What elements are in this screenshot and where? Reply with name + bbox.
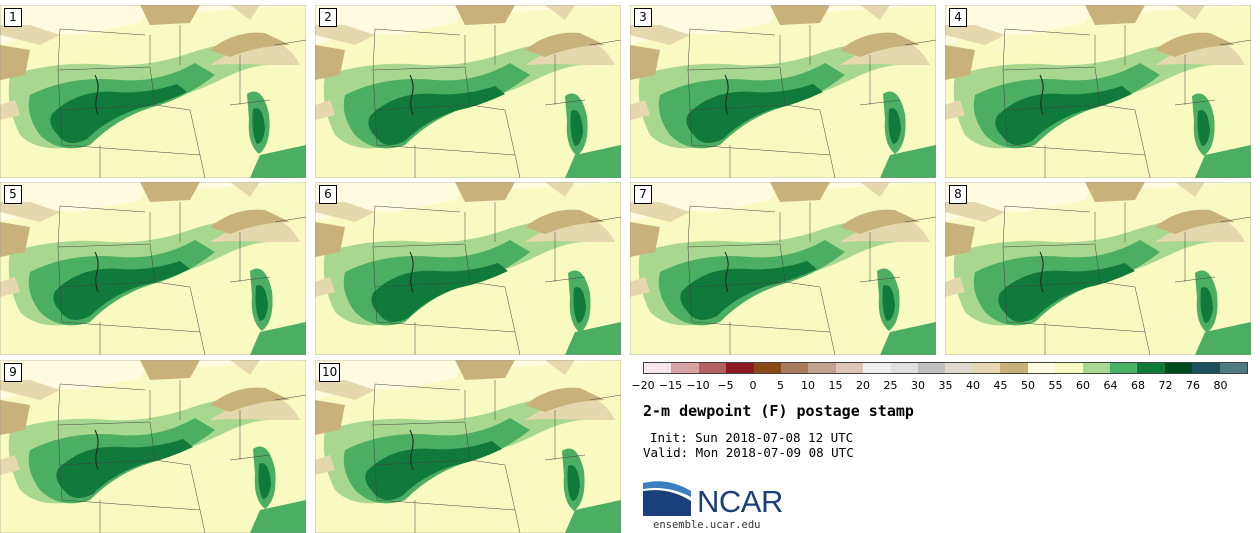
member-label: 1: [4, 8, 22, 27]
colorbar-tick-label: 0: [749, 379, 757, 392]
dewpoint-map: [315, 5, 621, 178]
colorbar-swatch: [972, 363, 1001, 373]
member-label: 3: [634, 8, 652, 27]
colorbar-tick-label: 80: [1213, 379, 1228, 392]
ensemble-member-map-9: 9: [0, 360, 306, 533]
ensemble-member-map-5: 5: [0, 182, 306, 355]
dewpoint-map: [315, 182, 621, 355]
colorbar-swatch: [890, 363, 919, 373]
colorbar-swatch: [671, 363, 699, 373]
ensemble-member-map-2: 2: [315, 5, 621, 178]
colorbar-swatch: [835, 363, 864, 373]
ensemble-member-map-10: 10: [315, 360, 621, 533]
colorbar-ticks: −20 −15 −10 −5 0 5 10 15 20 25 30 35 40 45 50 55 60 64 68 7…: [631, 379, 1248, 393]
colorbar-tick-label: −15: [658, 379, 683, 392]
colorbar-tick-label: 50: [1021, 379, 1035, 392]
ensemble-member-map-4: 4: [945, 5, 1251, 178]
colorbar-swatch: [1027, 363, 1056, 373]
ensemble-member-map-3: 3: [630, 5, 936, 178]
colorbar-tick-label: 30: [911, 379, 925, 392]
colorbar-tick-label: 64: [1103, 379, 1118, 392]
colorbar-tick-label: −10: [686, 379, 710, 392]
colorbar-tick-label: 10: [801, 379, 815, 392]
init-time: Init: Sun 2018-07-08 12 UTC: [650, 430, 854, 445]
colorbar-tick-label: −20: [631, 379, 655, 392]
member-label: 7: [634, 185, 652, 204]
valid-time: Valid: Mon 2018-07-09 08 UTC: [643, 445, 854, 460]
colorbar-swatch: [1164, 363, 1193, 373]
colorbar-swatch: [1000, 363, 1028, 373]
colorbar-swatch: [918, 363, 946, 373]
member-label: 2: [319, 8, 337, 27]
ensemble-member-map-7: 7: [630, 182, 936, 355]
colorbar-tick-label: 72: [1158, 379, 1173, 392]
colorbar-tick-label: 25: [883, 379, 898, 392]
dewpoint-map: [945, 5, 1251, 178]
colorbar-swatch: [1192, 363, 1220, 373]
member-label: 9: [4, 363, 22, 382]
colorbar-swatch: [1109, 363, 1138, 373]
colorbar-tick-label: 76: [1186, 379, 1200, 392]
ncar-wordmark: NCAR: [697, 484, 783, 519]
colorbar-tick-label: 40: [966, 379, 980, 392]
dewpoint-map: [630, 5, 936, 178]
ensemble-member-map-1: 1: [0, 5, 306, 178]
colorbar-tick-label: 35: [938, 379, 953, 392]
colorbar-tick-label: 60: [1076, 379, 1090, 392]
colorbar-swatch: [1219, 363, 1247, 373]
member-label: 8: [949, 185, 967, 204]
ensemble-url: ensemble.ucar.edu: [653, 519, 761, 531]
dewpoint-map: [0, 182, 306, 355]
ncar-logo-icon: [643, 481, 691, 516]
colorbar-swatch: [1055, 363, 1083, 373]
member-label: 10: [319, 363, 341, 382]
dewpoint-map: [945, 182, 1251, 355]
colorbar: [643, 362, 1248, 374]
colorbar-tick-label: 45: [993, 379, 1008, 392]
colorbar-swatch: [698, 363, 727, 373]
colorbar-tick-label: 15: [828, 379, 843, 392]
colorbar-tick-label: 5: [777, 379, 784, 392]
colorbar-tick-label: 55: [1048, 379, 1063, 392]
colorbar-swatch: [1082, 363, 1110, 373]
ensemble-member-map-8: 8: [945, 182, 1251, 355]
colorbar-swatch: [863, 363, 891, 373]
product-title: 2-m dewpoint (F) postage stamp: [643, 402, 914, 420]
colorbar-tick-label: 68: [1131, 379, 1145, 392]
dewpoint-map: [630, 182, 936, 355]
colorbar-swatch: [781, 363, 809, 373]
dewpoint-map: [0, 5, 306, 178]
dewpoint-map: [315, 360, 621, 533]
colorbar-swatch: [644, 363, 672, 373]
colorbar-swatch: [808, 363, 836, 373]
colorbar-swatch: [753, 363, 782, 373]
colorbar-swatch: [945, 363, 973, 373]
member-label: 5: [4, 185, 22, 204]
ensemble-member-map-6: 6: [315, 182, 621, 355]
colorbar-swatch: [726, 363, 754, 373]
colorbar-tick-label: −5: [717, 379, 734, 392]
member-label: 6: [319, 185, 337, 204]
dewpoint-map: [0, 360, 306, 533]
member-label: 4: [949, 8, 967, 27]
colorbar-tick-label: 20: [856, 379, 870, 392]
colorbar-swatch: [1137, 363, 1165, 373]
